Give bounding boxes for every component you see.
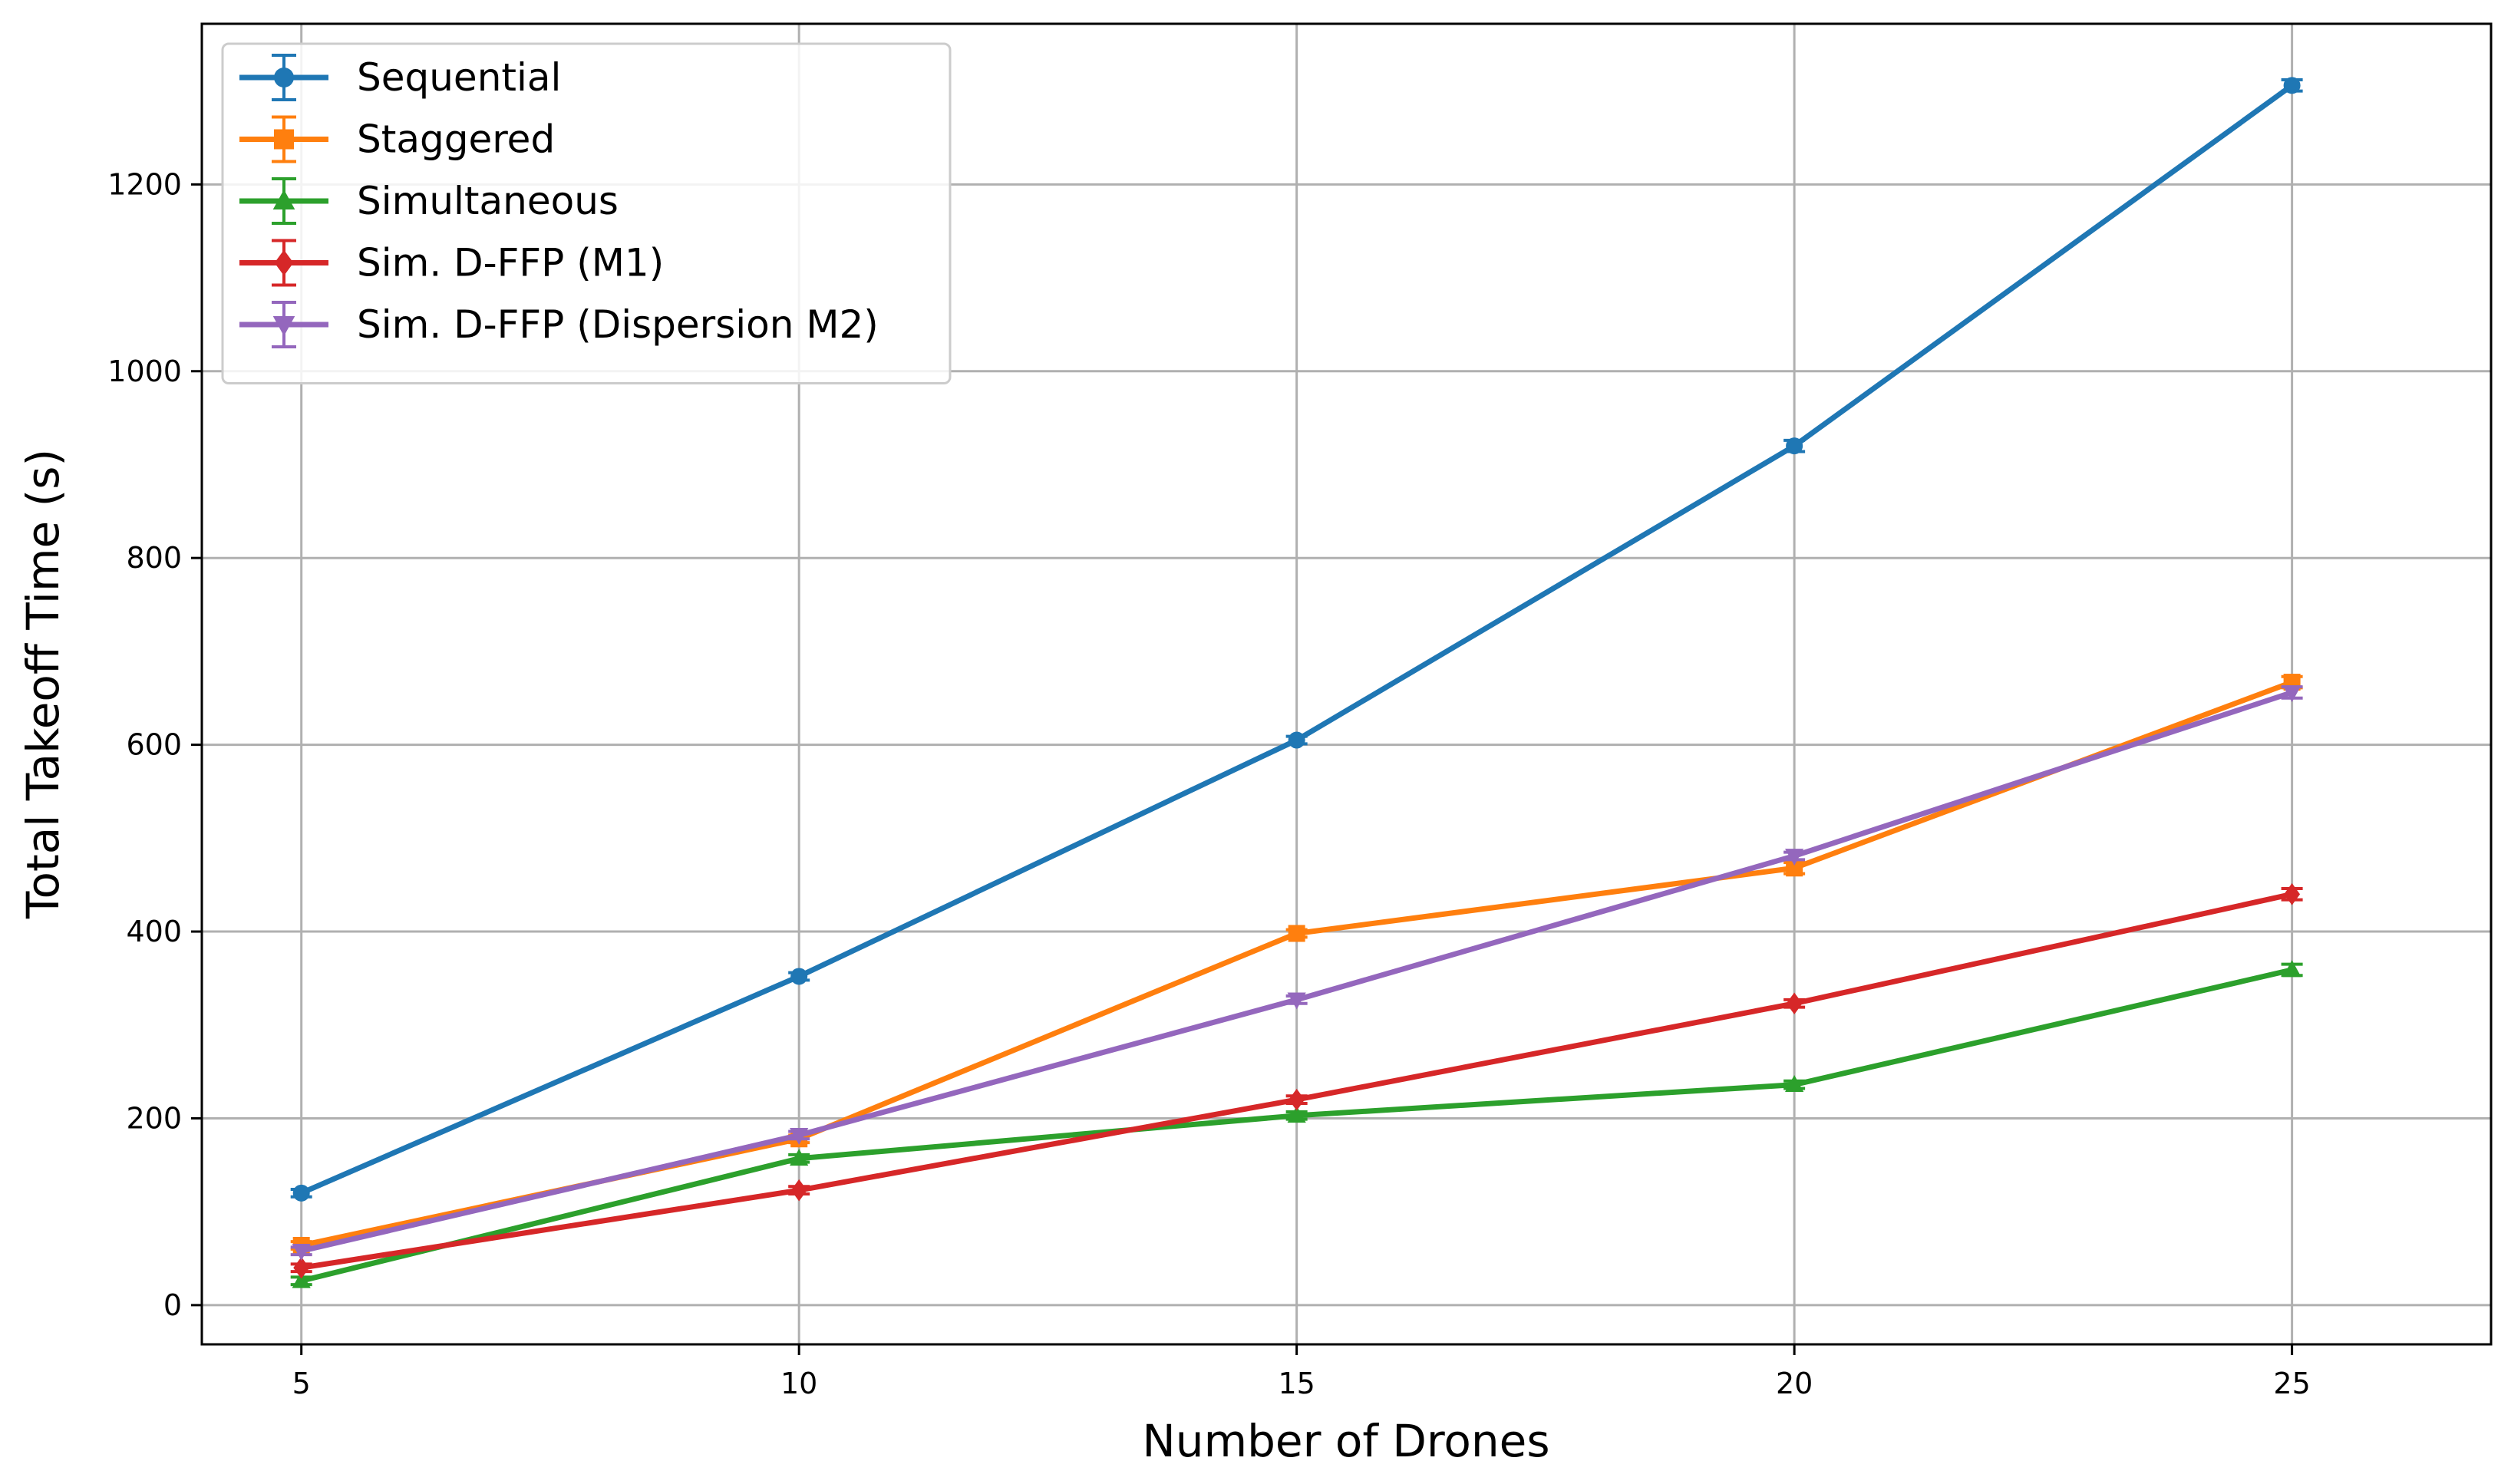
legend-entry: Sim. D-FFP (Dispersion M2) [239,301,879,348]
y-tick-label: 400 [126,915,182,948]
y-tick-label: 0 [163,1288,182,1322]
y-tick-label: 800 [126,541,182,575]
legend-entry: Staggered [239,115,555,163]
data-point [1287,1106,1306,1123]
legend-entry: Sim. D-FFP (M1) [239,239,664,287]
x-tick-label: 20 [1776,1367,1813,1400]
data-point [2283,77,2301,94]
legend-marker [274,129,294,150]
y-tick-label: 200 [126,1101,182,1135]
series-0 [290,77,2303,1202]
data-point [790,1149,809,1166]
x-tick-label: 5 [292,1367,311,1400]
legend: Sequential Staggered Simultaneous Sim. D-FF… [221,42,952,384]
data-point [1288,1088,1305,1111]
data-point [790,1128,809,1146]
data-point [292,1184,310,1202]
legend-marker [274,68,294,87]
series-4 [290,685,2303,1261]
data-point [1786,992,1803,1015]
legend-label: Staggered [357,117,555,162]
data-point [293,1256,310,1279]
legend-entry: Sequential [239,54,561,101]
y-tick-label: 600 [126,728,182,762]
data-point [1287,992,1306,1010]
legend-marker [274,249,294,276]
data-point [2282,960,2301,978]
axes: 5 10 15 20 25 0 200 400 600 800 1000 1200 [107,167,2311,1400]
x-tick-label: 15 [1278,1367,1315,1400]
series-3 [290,883,2303,1279]
y-axis-label: Total Takeoff Time (s) [17,449,69,919]
plot-frame [200,22,2493,1346]
data-point [292,1243,311,1261]
data-point [790,968,808,985]
data-point [1786,859,1803,877]
y-tick-label: 1000 [107,355,182,388]
x-axis-label: Number of Drones [1142,1415,1549,1467]
data-point [1288,731,1305,749]
legend-label: Simultaneous [357,179,619,223]
data-point [1785,849,1804,866]
x-tick-label: 25 [2273,1367,2310,1400]
legend-marker [272,190,295,210]
y-tick-label: 1200 [107,167,182,201]
x-tick-label: 10 [780,1367,817,1400]
legend-label: Sim. D-FFP (Dispersion M2) [357,302,879,347]
grid [202,24,2491,1344]
data-point [1785,1074,1804,1092]
legend-marker [272,315,295,336]
data-point [2282,685,2301,703]
data-point [1786,437,1803,455]
data-point [292,1271,311,1288]
legend-entry: Simultaneous [239,177,619,225]
data-point [2284,883,2301,905]
series-2 [290,960,2303,1288]
data-point [790,1179,807,1202]
legend-label: Sim. D-FFP (M1) [357,241,664,285]
legend-label: Sequential [357,55,561,100]
data-point [1288,925,1305,942]
legend-box [221,42,952,384]
series-layer [290,77,2303,1288]
